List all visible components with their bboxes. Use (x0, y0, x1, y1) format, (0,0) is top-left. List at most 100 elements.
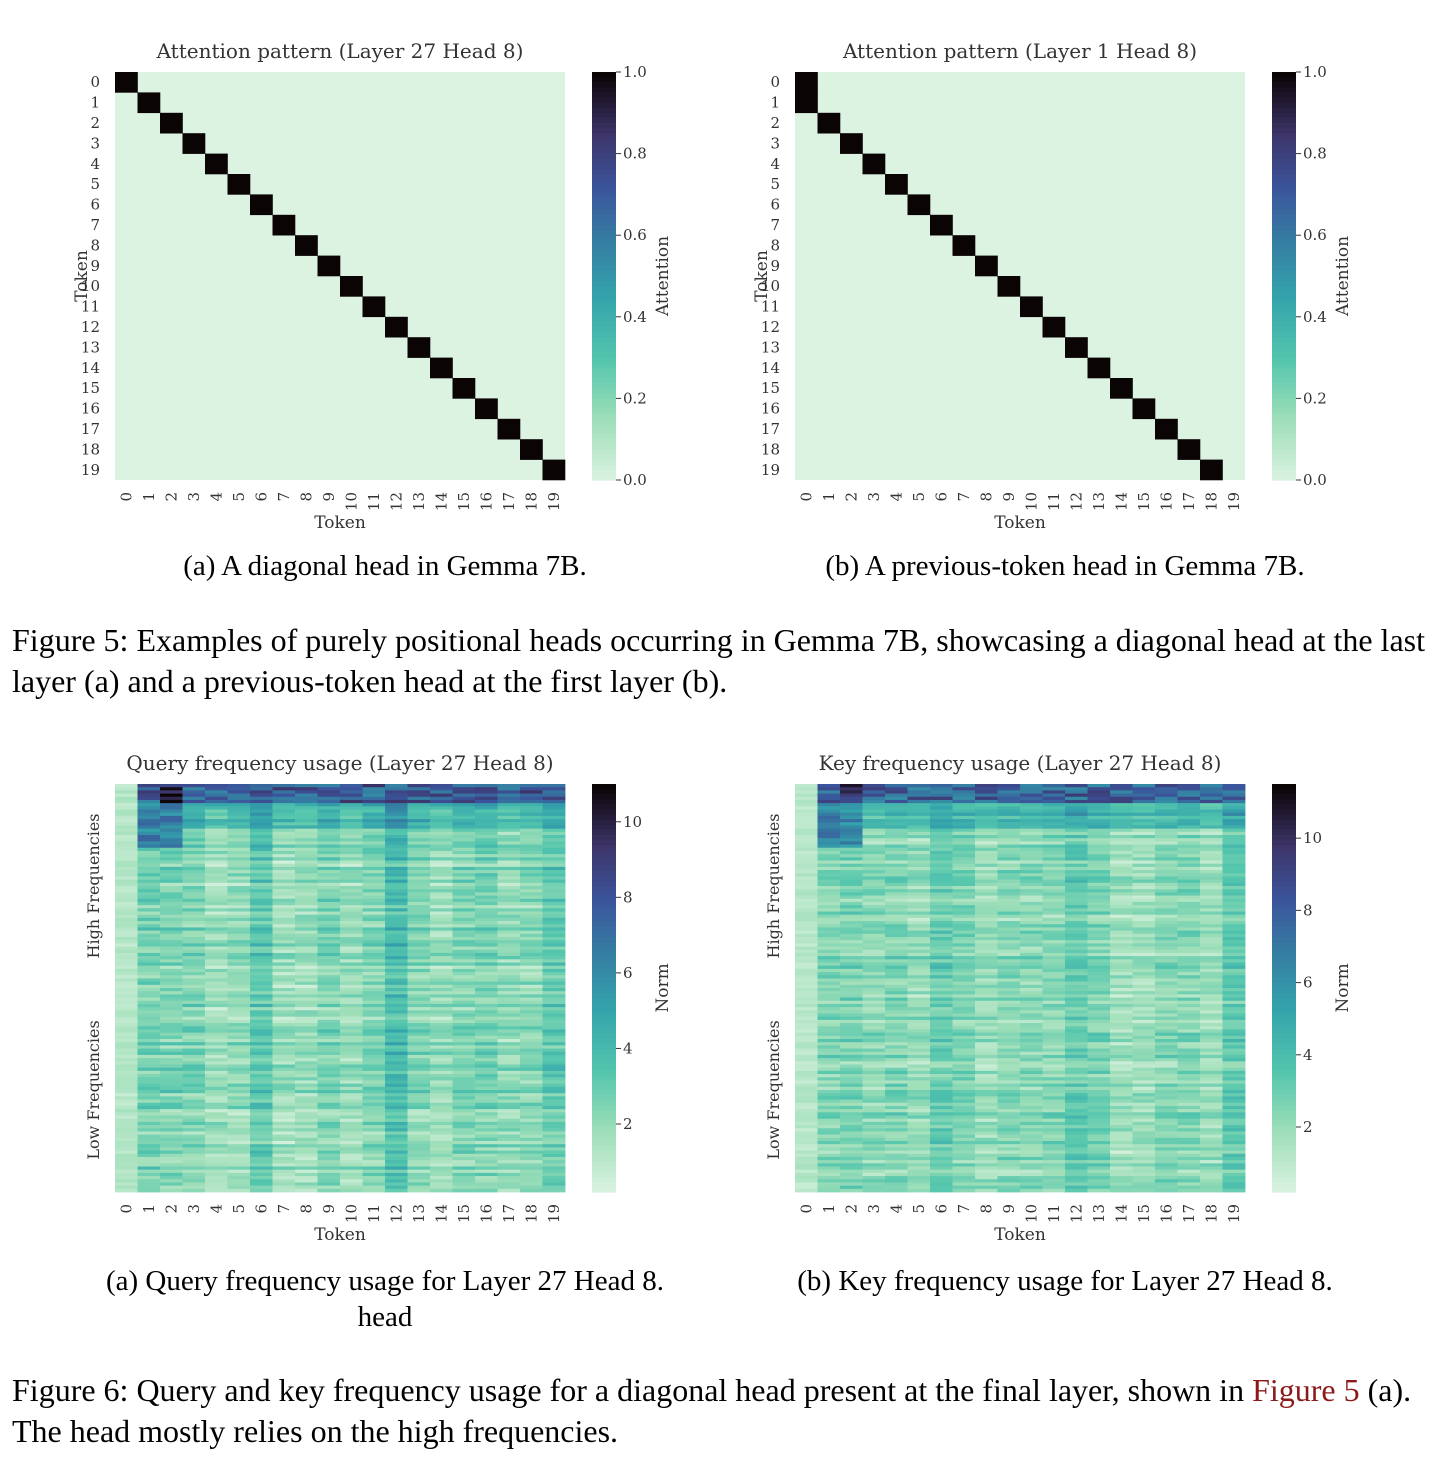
heatmap-cell (997, 799, 1021, 804)
heatmap-cell (205, 879, 228, 884)
heatmap-cell (840, 812, 863, 817)
heatmap-cell (862, 847, 886, 852)
heatmap-cell (862, 994, 886, 998)
heatmap-cell (430, 835, 453, 839)
heatmap-cell (975, 956, 998, 960)
heatmap-cell (885, 1000, 908, 1005)
heatmap-cell (452, 854, 476, 858)
heatmap-cell (952, 1070, 976, 1075)
heatmap-cell (115, 965, 138, 970)
heatmap-cell (1132, 863, 1156, 868)
heatmap-cell (1155, 1039, 1178, 1043)
colorbar-step (1272, 316, 1296, 323)
colorbar-step (592, 1125, 616, 1132)
heatmap-cell (182, 911, 206, 916)
heatmap-cell (385, 994, 408, 998)
heatmap-cell (1200, 819, 1223, 823)
heatmap-cell (205, 1112, 228, 1116)
heatmap-cell (1110, 876, 1133, 881)
heatmap-cell (160, 844, 183, 849)
y-tick-label: 17 (761, 420, 780, 438)
heatmap-cell (115, 882, 138, 887)
heatmap-cell (1177, 844, 1201, 849)
heatmap-cell (907, 1010, 931, 1014)
heatmap-cell (452, 803, 476, 807)
colorbar-label: Attention (1333, 236, 1353, 317)
colorbar-step (592, 1059, 616, 1066)
heatmap-cell (997, 850, 1021, 855)
heatmap-cell (452, 835, 476, 839)
heatmap-cell (250, 194, 273, 216)
heatmap-cell (115, 1048, 138, 1053)
heatmap-cell (997, 1042, 1021, 1046)
heatmap-cell (997, 898, 1021, 903)
heatmap-cell (295, 1045, 318, 1049)
heatmap-cell (475, 784, 498, 788)
heatmap-cell (840, 835, 863, 839)
heatmap-cell (407, 959, 431, 963)
heatmap-cell (862, 838, 886, 842)
heatmap-cell (317, 1074, 341, 1078)
heatmap-cell (227, 1134, 251, 1139)
heatmap-cell (520, 787, 543, 791)
heatmap-cell (930, 940, 953, 944)
heatmap-cell (1200, 806, 1223, 810)
heatmap-cell (340, 984, 363, 989)
heatmap-cell (1132, 806, 1156, 810)
heatmap-cell (1087, 1013, 1111, 1018)
heatmap-cell (520, 860, 543, 865)
heatmap-cell (430, 863, 453, 868)
heatmap-cell (430, 860, 453, 865)
heatmap-cell (295, 917, 318, 922)
heatmap-cell (250, 1007, 273, 1011)
y-tick-label: 4 (770, 155, 780, 173)
heatmap-cell (205, 1105, 228, 1110)
heatmap-cell (340, 806, 363, 810)
heatmap-cell (497, 1086, 521, 1091)
heatmap-cell (975, 937, 998, 941)
heatmap-cell (1222, 796, 1246, 801)
heatmap-cell (907, 1023, 931, 1027)
heatmap-cell (885, 898, 908, 903)
heatmap-cell (340, 981, 363, 986)
heatmap-cell (362, 1010, 386, 1014)
heatmap-cell (227, 1032, 251, 1037)
heatmap-cell (115, 1035, 138, 1040)
heatmap-cell (452, 378, 476, 399)
heatmap-cell (930, 1061, 953, 1065)
heatmap-cell (227, 1144, 251, 1148)
heatmap-cell (452, 892, 476, 896)
heatmap-cell (340, 937, 363, 941)
heatmap-cell (497, 790, 521, 794)
heatmap-cell (795, 92, 818, 114)
heatmap-cell (272, 873, 296, 877)
heatmap-cell (1110, 863, 1133, 868)
heatmap-cell (430, 962, 453, 967)
heatmap-cell (885, 968, 908, 973)
heatmap-cell (317, 901, 341, 906)
heatmap-cell (1042, 927, 1066, 932)
heatmap-cell (340, 1156, 363, 1161)
heatmap-cell (907, 822, 931, 826)
heatmap-cell (317, 1131, 341, 1136)
heatmap-cell (817, 873, 841, 877)
heatmap-cell (430, 819, 453, 823)
heatmap-cell (407, 1150, 431, 1155)
heatmap-cell (930, 1064, 953, 1069)
heatmap-cell (520, 956, 543, 960)
heatmap-cell (227, 787, 251, 791)
heatmap-cell (475, 1019, 498, 1024)
heatmap-cell (137, 863, 161, 868)
colorbar-step (592, 1095, 616, 1101)
heatmap-cell (272, 1051, 296, 1056)
heatmap-cell (182, 1137, 206, 1142)
heatmap-cell (272, 898, 296, 903)
heatmap-cell (1155, 911, 1178, 916)
heatmap-cell (1065, 787, 1088, 791)
heatmap-cell (907, 905, 931, 909)
heatmap-cell (362, 857, 386, 861)
heatmap-cell (1177, 1077, 1201, 1081)
heatmap-cell (250, 1128, 273, 1132)
heatmap-cell (160, 1032, 183, 1037)
heatmap-cell (385, 927, 408, 932)
